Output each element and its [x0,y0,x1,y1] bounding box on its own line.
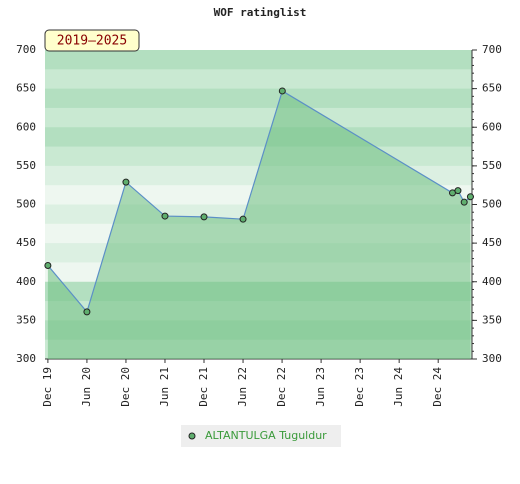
point [161,212,169,220]
x-tick-label: Dec 22 [275,367,288,407]
x-tick-label: Jun 23 [314,367,327,407]
point [122,178,130,186]
stripe [45,146,472,167]
y-tick-label: 550 [16,159,36,172]
y-tick-label-right: 300 [482,352,502,365]
y-tick-label: 300 [16,352,36,365]
y-tick-label-right: 550 [482,159,502,172]
y-tick-label-right: 700 [482,43,502,56]
point [460,198,468,206]
stripe [45,127,472,148]
y-tick-label: 650 [16,82,36,95]
legend-label: ALTANTULGA Tuguldur [205,429,327,442]
point [200,213,208,221]
y-tick-label: 400 [16,275,36,288]
y-tick-label-right: 400 [482,275,502,288]
x-tick-label: Jun 20 [80,367,93,407]
y-tick-label-right: 650 [482,82,502,95]
legend-marker [188,432,196,440]
point [44,262,52,270]
point [454,187,462,195]
y-tick-label: 350 [16,313,36,326]
y-tick-label: 600 [16,120,36,133]
badge-box [44,29,140,52]
stripe [45,88,472,109]
y-tick-label-right: 600 [482,120,502,133]
y-tick-label: 450 [16,236,36,249]
stripe [45,107,472,128]
legend-box [181,425,341,447]
badge: 2019–2025 [57,34,127,49]
x-tick-label: Dec 24 [431,367,444,407]
stripe [45,50,472,70]
x-tick-label: Dec 19 [41,367,54,407]
x-tick-label: Jun 24 [392,367,405,407]
x-tick-label: Jun 21 [158,367,171,407]
chart-title: WOF ratinglist [214,6,307,19]
x-tick-label: Dec 21 [197,367,210,407]
point [278,87,286,95]
point [239,215,247,223]
x-tick-label: Jun 22 [236,367,249,407]
y-tick-label-right: 450 [482,236,502,249]
y-tick-label-right: 500 [482,198,502,211]
y-tick-label: 500 [16,198,36,211]
x-tick-label: Dec 23 [353,367,366,407]
area [47,90,471,359]
point [466,193,474,201]
point [83,308,91,316]
y-tick-label-right: 350 [482,313,502,326]
stripe [45,69,472,90]
x-tick-label: Dec 20 [119,367,132,407]
y-tick-label: 700 [16,43,36,56]
